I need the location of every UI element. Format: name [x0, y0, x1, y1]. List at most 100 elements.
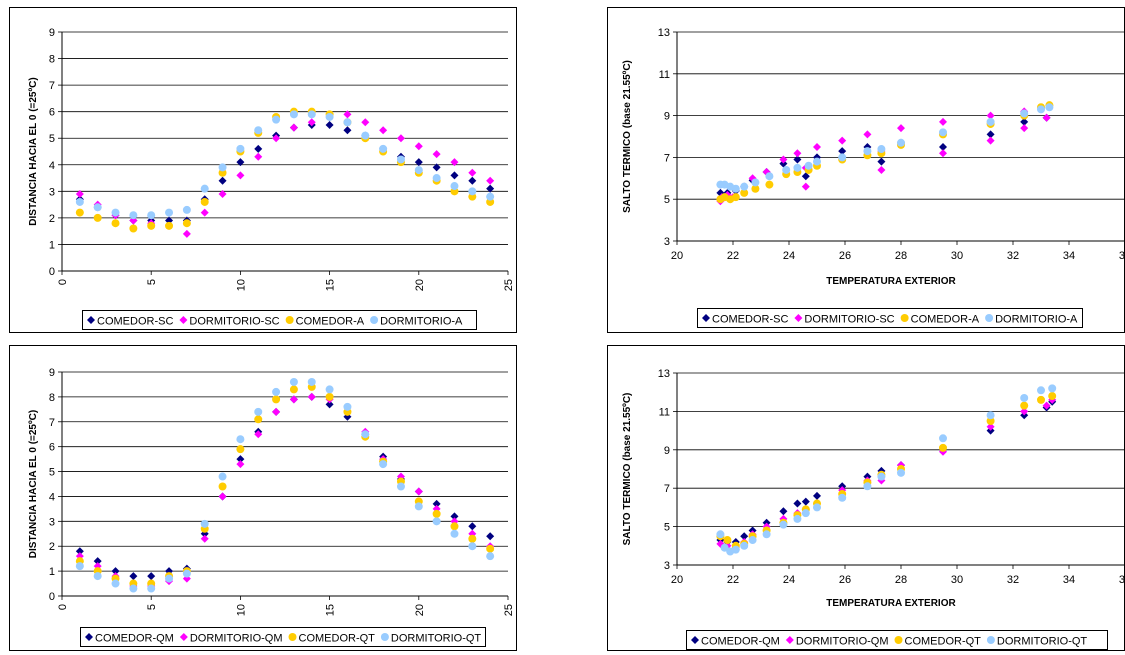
chart-frame	[9, 345, 517, 651]
x-tick-label: 20	[414, 279, 426, 291]
data-point	[111, 219, 120, 228]
data-point	[75, 197, 84, 206]
x-tick-label: 26	[839, 574, 851, 586]
data-point	[236, 445, 245, 454]
data-point	[1037, 105, 1045, 114]
data-point	[468, 522, 477, 531]
data-point	[720, 543, 729, 552]
data-point	[200, 197, 209, 206]
x-tick-label: 30	[951, 250, 963, 262]
data-point	[877, 165, 886, 174]
data-point	[307, 110, 316, 119]
data-point	[414, 166, 423, 175]
x-tick-label: 24	[783, 250, 795, 262]
data-point	[432, 509, 441, 518]
data-point	[343, 110, 352, 119]
chart-frame	[607, 7, 1125, 333]
y-tick-label: 7	[664, 483, 670, 495]
data-point	[236, 171, 245, 180]
data-point	[325, 112, 334, 121]
data-point	[939, 443, 947, 452]
data-point	[801, 172, 810, 181]
data-point	[731, 545, 740, 554]
data-point	[396, 134, 405, 143]
chart-3: 0 1 2 3 4 5 6 7 8 9 0 5 10 15 20 25 DISTANCIA HACIA EL 0…	[9, 345, 517, 651]
y-tick-label: 1	[49, 566, 55, 578]
x-tick-label: 34	[1063, 250, 1075, 262]
data-point	[236, 435, 245, 444]
legend-label: COMEDOR-A	[911, 314, 980, 326]
data-point	[863, 147, 872, 156]
x-tick-label: 10	[235, 604, 247, 616]
y-tick-label: 7	[49, 80, 55, 92]
data-point	[129, 224, 138, 233]
data-point	[813, 157, 821, 166]
data-point	[129, 572, 138, 581]
x-tick-label: 28	[895, 250, 907, 262]
legend: COMEDOR-QM DORMITORIO-QM COMEDOR-QT DORMITO…	[80, 627, 486, 647]
data-point	[200, 208, 209, 217]
data-point	[93, 213, 102, 222]
data-point	[468, 176, 477, 185]
data-point	[272, 387, 281, 396]
x-tick-label: 25	[503, 604, 515, 616]
data-point	[236, 158, 245, 167]
data-point	[147, 221, 156, 230]
data-point	[200, 534, 209, 543]
data-point	[877, 145, 886, 154]
data-point	[432, 517, 441, 526]
data-point	[218, 176, 227, 185]
y-tick-label: 5	[664, 194, 670, 206]
data-point	[254, 144, 263, 153]
data-point	[716, 530, 725, 539]
x-tick-label: 20	[414, 604, 426, 616]
legend-marker	[288, 633, 297, 641]
y-tick-label: 11	[659, 406, 670, 418]
x-tick-label: 36	[1119, 250, 1125, 262]
legend: COMEDOR-SC DORMITORIO-SC COMEDOR-A DORMITOR…	[82, 310, 477, 330]
data-point	[289, 123, 298, 132]
data-point	[414, 502, 423, 511]
x-tick-label: 30	[951, 574, 963, 586]
data-point	[147, 584, 156, 593]
legend-marker	[785, 636, 794, 644]
data-point	[254, 152, 263, 161]
data-point	[751, 178, 760, 187]
legend-label: COMEDOR-QT	[299, 633, 376, 645]
data-point	[93, 203, 102, 212]
data-point	[486, 552, 495, 561]
data-point	[272, 115, 281, 124]
data-point	[779, 159, 788, 168]
data-point	[748, 536, 757, 545]
data-point	[218, 189, 227, 198]
data-point	[254, 407, 263, 416]
chart-2: 3 5 7 9 11 13 20 22 24 26 28 30 32 34 36 SALTO TERMICO …	[607, 7, 1125, 333]
y-tick-label: 4	[49, 160, 55, 172]
data-point	[129, 584, 138, 593]
data-point	[838, 147, 847, 156]
data-point	[740, 182, 749, 191]
legend-label: DORMITORIO-QT	[391, 633, 482, 645]
data-point	[986, 417, 995, 425]
data-point	[1042, 401, 1051, 410]
data-point	[147, 211, 156, 220]
data-point	[289, 395, 298, 404]
y-tick-label: 7	[664, 152, 670, 164]
data-point	[986, 130, 995, 139]
legend-marker	[87, 316, 95, 324]
data-point	[343, 126, 352, 135]
y-tick-label: 13	[658, 368, 670, 380]
data-point	[939, 117, 947, 126]
data-point	[289, 377, 298, 386]
legend-marker	[179, 316, 188, 324]
data-point	[939, 434, 947, 443]
data-point	[1020, 109, 1029, 118]
data-point	[75, 189, 84, 198]
data-point	[325, 120, 334, 129]
data-point	[111, 567, 120, 576]
data-point	[804, 161, 813, 170]
data-point	[793, 514, 802, 523]
y-tick-label: 3	[49, 516, 55, 528]
data-point	[272, 395, 281, 404]
x-tick-label: 22	[727, 574, 739, 586]
